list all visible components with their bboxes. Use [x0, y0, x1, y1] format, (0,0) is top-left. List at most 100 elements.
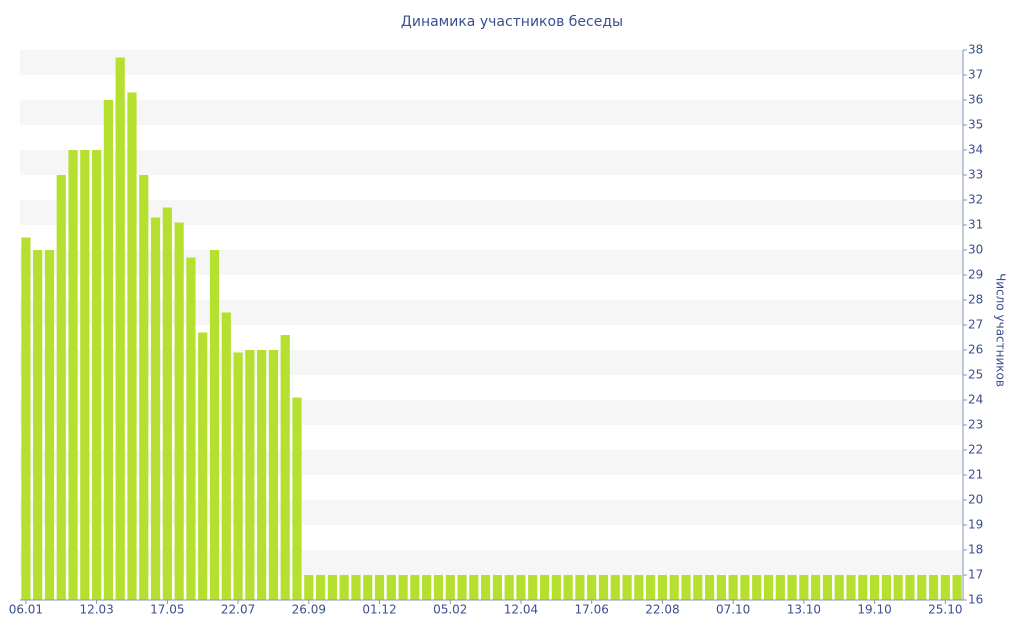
- bar: [103, 100, 114, 600]
- bar: [363, 575, 373, 600]
- bar: [952, 575, 962, 600]
- y-tick-label: 19: [968, 518, 983, 532]
- bar: [752, 575, 762, 600]
- x-tick-label: 07.10: [716, 603, 750, 617]
- x-tick-label: 17.05: [150, 603, 184, 617]
- grid-band: [20, 250, 963, 275]
- grid-band: [20, 300, 963, 325]
- bar: [150, 217, 161, 600]
- bar: [280, 335, 290, 600]
- bar: [445, 575, 455, 600]
- bar: [928, 575, 939, 600]
- bar: [492, 575, 502, 600]
- bar: [516, 575, 526, 600]
- bar: [669, 575, 679, 600]
- y-axis-label: Число участников: [994, 273, 1008, 387]
- grid-band: [20, 450, 963, 475]
- y-tick-label: 28: [968, 293, 983, 307]
- bar: [186, 257, 196, 600]
- bar: [92, 150, 102, 600]
- bar: [822, 575, 833, 600]
- y-tick-label: 21: [968, 468, 983, 482]
- bar: [646, 575, 656, 600]
- grid-band: [20, 400, 963, 425]
- bar: [257, 350, 267, 600]
- bar: [575, 575, 585, 600]
- grid-band: [20, 200, 963, 225]
- y-tick-label: 32: [968, 193, 983, 207]
- bar: [351, 575, 361, 600]
- y-tick-label: 36: [968, 93, 983, 107]
- y-tick-label: 34: [968, 143, 983, 157]
- bar: [304, 575, 314, 600]
- bar: [799, 575, 809, 600]
- x-tick-label: 25.10: [928, 603, 962, 617]
- bar: [716, 575, 726, 600]
- bar: [327, 575, 337, 600]
- bar: [233, 352, 243, 600]
- bar: [221, 312, 231, 600]
- bar: [386, 575, 396, 600]
- grid-band: [20, 100, 963, 125]
- y-tick-label: 24: [968, 393, 983, 407]
- bar: [80, 150, 90, 600]
- bar: [775, 575, 785, 600]
- bar: [268, 350, 279, 600]
- bar: [740, 575, 750, 600]
- bar: [457, 575, 467, 600]
- bar: [917, 575, 927, 600]
- y-tick-label: 30: [968, 243, 983, 257]
- bar: [728, 575, 738, 600]
- y-tick-label: 29: [968, 268, 983, 282]
- bar: [398, 575, 408, 600]
- x-tick-label: 17.06: [575, 603, 609, 617]
- y-tick-label: 37: [968, 68, 983, 82]
- bar: [893, 575, 903, 600]
- y-tick-label: 16: [968, 593, 983, 607]
- bar: [339, 575, 349, 600]
- y-tick-label: 31: [968, 218, 983, 232]
- bar: [940, 575, 950, 600]
- x-tick-label: 12.04: [504, 603, 538, 617]
- grid-band: [20, 50, 963, 75]
- x-tick-label: 22.07: [221, 603, 255, 617]
- bar: [469, 575, 479, 600]
- grid-band: [20, 550, 963, 575]
- bar: [33, 250, 43, 600]
- x-tick-label: 22.08: [645, 603, 679, 617]
- x-tick-label: 01.12: [362, 603, 396, 617]
- y-tick-label: 25: [968, 368, 983, 382]
- bar: [539, 575, 550, 600]
- bar: [139, 175, 149, 600]
- bar: [704, 575, 715, 600]
- y-tick-label: 27: [968, 318, 983, 332]
- bar: [763, 575, 774, 600]
- grid-band: [20, 150, 963, 175]
- bar: [528, 575, 538, 600]
- y-tick-label: 26: [968, 343, 983, 357]
- bar: [563, 575, 573, 600]
- bar: [422, 575, 432, 600]
- bar: [56, 175, 66, 600]
- bar: [115, 57, 125, 600]
- bar: [881, 575, 891, 600]
- bar: [162, 207, 172, 600]
- bar: [846, 575, 856, 600]
- bar: [292, 397, 302, 600]
- bar: [681, 575, 691, 600]
- bar: [905, 575, 915, 600]
- x-tick-label: 13.10: [787, 603, 821, 617]
- y-tick-label: 38: [968, 43, 983, 57]
- grid-band: [20, 500, 963, 525]
- y-tick-label: 20: [968, 493, 983, 507]
- bar: [127, 92, 137, 600]
- y-tick-label: 22: [968, 443, 983, 457]
- bar: [174, 222, 184, 600]
- bar: [634, 575, 644, 600]
- bar: [209, 250, 220, 600]
- bar: [693, 575, 703, 600]
- bar: [869, 575, 880, 600]
- y-tick-label: 17: [968, 568, 983, 582]
- bar: [834, 575, 844, 600]
